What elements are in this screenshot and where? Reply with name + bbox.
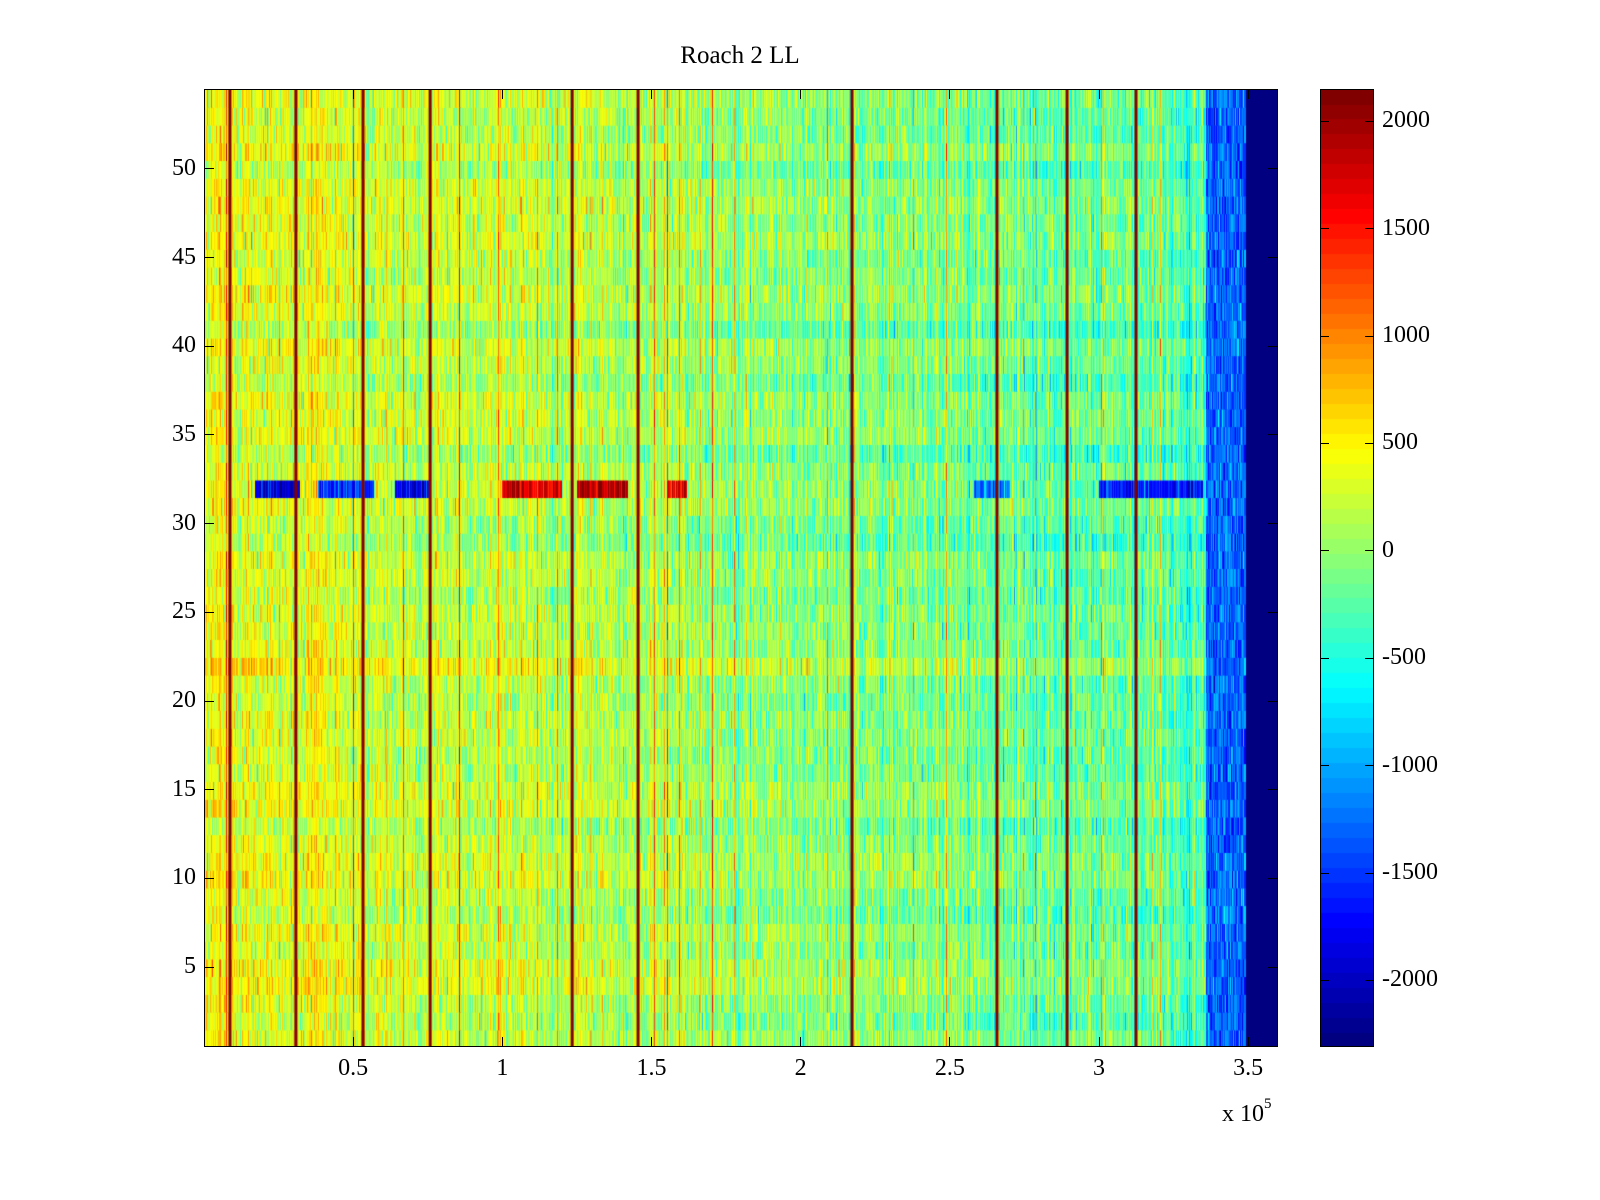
y-tick-label: 15 <box>172 775 196 802</box>
y-tick-mark <box>204 789 214 791</box>
colorbar-tick-label: -1500 <box>1382 859 1438 885</box>
x-tick-label: 3.5 <box>1233 1055 1264 1081</box>
x-tick-mark <box>651 1037 652 1047</box>
colorbar-tick-mark-right <box>1365 979 1374 981</box>
x-tick-mark-top <box>949 89 951 99</box>
colorbar-tick-mark-right <box>1365 228 1374 230</box>
colorbar-tick-mark-right <box>1365 335 1374 337</box>
x-tick-mark <box>800 1037 802 1047</box>
colorbar-tick-label: -1000 <box>1382 751 1438 778</box>
y-tick-label: 45 <box>172 243 196 270</box>
colorbar-gradient <box>1320 89 1374 1047</box>
colorbar-tick-mark-right <box>1365 120 1374 122</box>
y-tick-mark-right <box>1268 789 1278 791</box>
colorbar-tick-mark-right <box>1365 872 1374 874</box>
y-tick-mark <box>204 966 214 968</box>
colorbar-tick-label: -2000 <box>1382 966 1438 993</box>
colorbar-tick-mark <box>1320 442 1329 444</box>
colorbar <box>1320 89 1374 1047</box>
colorbar-tick-mark-right <box>1365 550 1374 552</box>
x-tick-label: 2 <box>794 1055 807 1081</box>
x-tick-mark <box>1098 1037 1100 1047</box>
y-tick-mark <box>204 611 214 613</box>
colorbar-tick-mark <box>1320 550 1329 552</box>
y-tick-mark-right <box>1268 257 1278 259</box>
y-tick-mark <box>204 877 214 879</box>
x-tick-mark-top <box>1247 89 1249 99</box>
colorbar-tick-mark <box>1320 335 1329 337</box>
colorbar-tick-label: -500 <box>1382 644 1426 671</box>
y-tick-label: 25 <box>172 598 196 625</box>
x-axis-multiplier: x 105 <box>1222 1096 1272 1128</box>
y-tick-mark <box>204 257 214 259</box>
y-tick-label: 35 <box>172 420 196 447</box>
colorbar-tick-mark-right <box>1365 442 1374 444</box>
colorbar-tick-mark-right <box>1365 657 1374 659</box>
x-tick-mark-top <box>352 89 354 99</box>
x-tick-label: 1 <box>496 1055 509 1081</box>
x-tick-mark <box>352 1037 354 1047</box>
colorbar-tick-mark-right <box>1365 765 1374 767</box>
chart-title: Roach 2 LL <box>680 42 800 69</box>
colorbar-tick-mark <box>1320 657 1329 659</box>
y-tick-label: 30 <box>172 509 196 536</box>
y-tick-mark-right <box>1268 523 1278 525</box>
colorbar-tick-label: 1500 <box>1382 214 1430 241</box>
colorbar-tick-mark <box>1320 120 1329 122</box>
colorbar-tick-mark <box>1320 228 1329 230</box>
colorbar-tick-mark <box>1320 872 1329 874</box>
x-tick-label: 2.5 <box>934 1055 965 1081</box>
y-tick-mark-right <box>1268 434 1278 436</box>
colorbar-tick-label: 500 <box>1382 429 1418 456</box>
colorbar-tick-label: 1000 <box>1382 322 1430 349</box>
colorbar-tick-mark <box>1320 765 1329 767</box>
x-tick-mark-top <box>800 89 802 99</box>
x-tick-mark <box>949 1037 951 1047</box>
y-tick-mark-right <box>1268 611 1278 613</box>
y-tick-mark-right <box>1268 877 1278 879</box>
y-tick-mark <box>204 700 214 702</box>
colorbar-tick-label: 2000 <box>1382 107 1430 134</box>
x-tick-mark <box>1247 1037 1249 1047</box>
y-tick-mark <box>204 523 214 525</box>
x-tick-mark-top <box>651 89 652 99</box>
x-tick-mark-top <box>501 89 503 99</box>
x-tick-label: 3 <box>1093 1055 1105 1081</box>
y-tick-label: 40 <box>172 332 196 359</box>
y-tick-label: 20 <box>172 687 196 714</box>
y-tick-mark <box>204 345 214 347</box>
x-tick-mark-top <box>1098 89 1100 99</box>
x-tick-mark <box>501 1037 503 1047</box>
colorbar-tick-mark <box>1320 979 1329 981</box>
x-tick-label: 0.5 <box>338 1055 369 1081</box>
y-tick-mark-right <box>1268 966 1278 968</box>
y-tick-label: 50 <box>172 154 196 181</box>
x-multiplier-exponent: 5 <box>1264 1096 1272 1112</box>
x-tick-label: 1.5 <box>636 1055 667 1081</box>
y-tick-mark-right <box>1268 345 1278 347</box>
y-tick-label: 5 <box>184 953 196 980</box>
x-multiplier-base: x 10 <box>1222 1101 1264 1127</box>
y-tick-label: 10 <box>172 864 196 891</box>
heatmap-plot-area <box>204 89 1278 1047</box>
y-tick-mark <box>204 168 214 170</box>
y-tick-mark-right <box>1268 700 1278 702</box>
y-tick-mark <box>204 434 214 436</box>
y-tick-mark-right <box>1268 168 1278 170</box>
heatmap-cells <box>204 89 1278 1047</box>
colorbar-tick-label: 0 <box>1382 536 1394 563</box>
